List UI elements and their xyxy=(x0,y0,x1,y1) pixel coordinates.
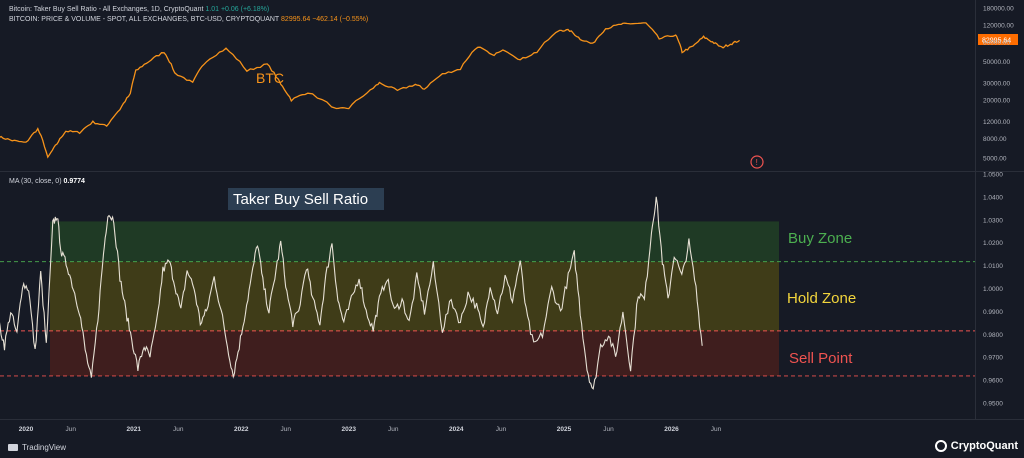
time-axis-tick-label: Jun xyxy=(496,426,507,433)
price-axis-tick-label: 80000.00 xyxy=(983,39,1010,46)
ratio-axis-tick-label: 1.0500 xyxy=(983,172,1003,179)
current-price-badge-text: 82995.64 xyxy=(982,38,1011,45)
ratio-title-box xyxy=(228,188,384,210)
time-axis-tick-label: Jun xyxy=(388,426,399,433)
alert-icon-glyph: ! xyxy=(756,158,758,167)
time-axis-tick-label: Jun xyxy=(711,426,722,433)
legend-price-label: BITCOIN: PRICE & VOLUME - SPOT, ALL EXCH… xyxy=(9,16,280,23)
btc-series-label: BTC xyxy=(256,70,284,86)
taker-ratio-ma-line xyxy=(0,196,703,390)
cryptoquant-label: CryptoQuant xyxy=(950,440,1018,452)
hold-zone-label: Hold Zone xyxy=(787,290,856,307)
current-price-badge xyxy=(978,34,1018,45)
legend-line-2: BITCOIN: PRICE & VOLUME - SPOT, ALL EXCH… xyxy=(9,16,368,23)
ratio-axis-tick-label: 1.0000 xyxy=(983,286,1003,293)
legend-ma-label: MA (30, close, 0) xyxy=(9,178,62,185)
ratio-axis-tick-label: 0.9800 xyxy=(983,332,1003,339)
time-axis-tick-label: Jun xyxy=(281,426,292,433)
ratio-axis-tick-label: 1.0200 xyxy=(983,240,1003,247)
ratio-axis-tick-label: 1.0100 xyxy=(983,263,1003,270)
legend-ma-value: 0.9774 xyxy=(63,178,85,185)
time-axis-tick-label: 2020 xyxy=(19,426,34,433)
time-axis-tick-label: 2025 xyxy=(557,426,572,433)
ratio-axis-tick-label: 0.9500 xyxy=(983,401,1003,408)
sell-zone-label: Sell Point xyxy=(789,350,853,367)
time-axis-tick-label: 2026 xyxy=(664,426,679,433)
time-axis-tick-label: Jun xyxy=(173,426,184,433)
time-axis-tick-label: Jun xyxy=(66,426,77,433)
legend-price-change: −462.14 (−0.55%) xyxy=(312,16,369,23)
sell-zone-band xyxy=(50,330,779,376)
time-axis-tick-label: 2024 xyxy=(449,426,464,433)
ratio-axis-tick-label: 0.9600 xyxy=(983,378,1003,385)
legend-line-1: Bitcoin: Taker Buy Sell Ratio - All Exch… xyxy=(9,6,269,13)
price-axis-tick-label: 12000.00 xyxy=(983,119,1010,126)
legend-price-value: 82995.64 xyxy=(281,16,311,23)
ratio-title: Taker Buy Sell Ratio xyxy=(233,191,368,208)
buy-zone-label: Buy Zone xyxy=(788,230,852,247)
tradingview-branding[interactable]: TradingView xyxy=(8,443,66,452)
tradingview-logo-icon xyxy=(8,444,18,451)
legend-ratio-value: 1.01 xyxy=(205,6,219,13)
ratio-axis-tick-label: 1.0400 xyxy=(983,194,1003,201)
legend-ratio-change: +0.06 (+6.18%) xyxy=(220,6,270,13)
price-axis-tick-label: 8000.00 xyxy=(983,136,1007,143)
alert-icon[interactable] xyxy=(750,155,764,169)
buy-zone-band xyxy=(50,221,779,262)
time-axis-tick-label: 2023 xyxy=(342,426,357,433)
price-axis-tick-label: 5000.00 xyxy=(983,156,1007,163)
ratio-axis-tick-label: 0.9900 xyxy=(983,309,1003,316)
price-axis-tick-label: 30000.00 xyxy=(983,81,1010,88)
time-axis-tick-label: 2022 xyxy=(234,426,249,433)
time-axis-tick-label: Jun xyxy=(603,426,614,433)
price-axis-tick-label: 120000.00 xyxy=(983,22,1014,29)
ratio-axis-tick-label: 1.0300 xyxy=(983,217,1003,224)
legend-ratio-label: Bitcoin: Taker Buy Sell Ratio - All Exch… xyxy=(9,6,204,13)
btc-price-line xyxy=(0,22,740,159)
cryptoquant-branding: CryptoQuant xyxy=(934,440,1018,452)
price-axis-tick-label: 20000.00 xyxy=(983,97,1010,104)
tradingview-label: TradingView xyxy=(22,443,67,452)
cryptoquant-logo-icon xyxy=(934,440,947,452)
legend-ma: MA (30, close, 0) 0.9774 xyxy=(9,178,85,185)
ratio-axis-tick-label: 0.9700 xyxy=(983,355,1003,362)
price-axis-tick-label: 180000.00 xyxy=(983,6,1014,13)
price-axis-tick-label: 50000.00 xyxy=(983,59,1010,66)
time-axis-tick-label: 2021 xyxy=(127,426,142,433)
